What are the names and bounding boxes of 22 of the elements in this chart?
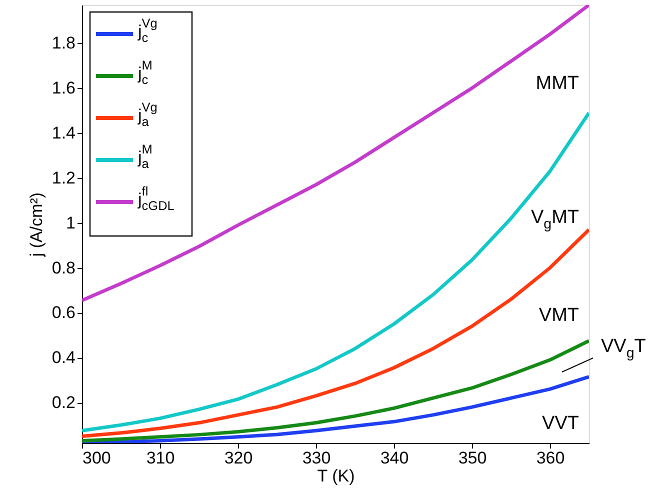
x-tick-label: 320 <box>224 448 253 468</box>
x-tick-label: 330 <box>302 448 331 468</box>
y-tick-label: 1.8 <box>52 34 76 53</box>
x-tick-label: 360 <box>536 448 565 468</box>
y-tick-label: 1 <box>66 213 76 232</box>
x-tick-label: 300 <box>82 448 111 468</box>
x-tick-label: 310 <box>146 448 175 468</box>
y-tick-label: 0.4 <box>52 348 76 368</box>
annotation: MMT <box>536 73 580 94</box>
x-tick-label: 350 <box>458 448 487 468</box>
annotation: VVT <box>542 413 580 434</box>
x-tick-label: 340 <box>380 448 409 468</box>
line-series <box>82 5 589 302</box>
y-tick-label: 0.8 <box>52 258 76 278</box>
y-tick-label: 0.2 <box>52 393 76 412</box>
y-tick-label: 1.6 <box>52 78 76 98</box>
annotation: VMT <box>538 305 580 326</box>
y-axis-title: j (A/cm²) <box>26 192 46 258</box>
y-tick-label: 1.4 <box>52 124 76 143</box>
y-tick-label: 1.2 <box>52 168 76 188</box>
x-axis-title: T (K) <box>317 466 355 486</box>
y-tick-label: 0.6 <box>52 303 76 322</box>
